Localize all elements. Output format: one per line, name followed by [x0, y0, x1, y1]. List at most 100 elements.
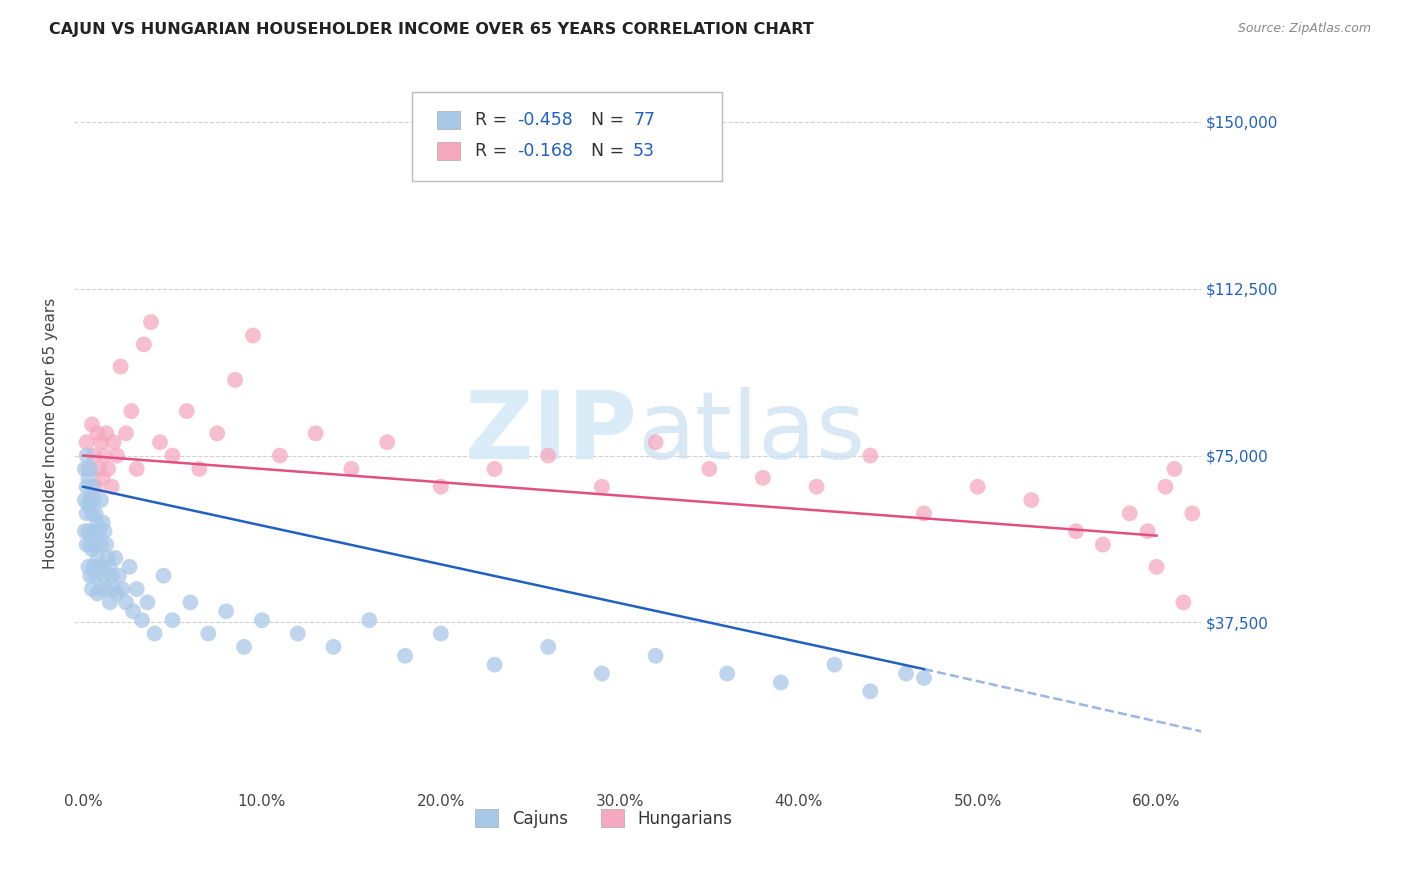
Point [752, 471, 775, 485]
Point [91, 516, 114, 530]
Point [697, 462, 720, 476]
Point [86, 550, 108, 565]
Point [97, 462, 120, 476]
Point [537, 449, 560, 463]
Point [1118, 507, 1140, 521]
Point [80, 417, 103, 432]
Point [859, 684, 882, 698]
Point [644, 648, 666, 663]
Point [105, 449, 128, 463]
Point [93, 449, 115, 463]
Point [79, 537, 101, 551]
Point [136, 595, 159, 609]
Point [912, 671, 935, 685]
Point [1136, 524, 1159, 539]
Point [90, 537, 112, 551]
Point [77, 462, 100, 476]
Point [824, 657, 846, 672]
Point [1163, 462, 1185, 476]
Point [89, 524, 111, 539]
Point [77, 471, 100, 485]
Point [340, 462, 363, 476]
Point [149, 435, 172, 450]
Point [359, 613, 381, 627]
Point [96, 582, 118, 596]
Point [98, 595, 121, 609]
Point [73, 493, 96, 508]
Point [152, 568, 174, 582]
Point [84, 480, 107, 494]
Point [120, 404, 142, 418]
Point [103, 582, 125, 596]
Text: R =: R = [475, 112, 513, 129]
Text: N =: N = [592, 112, 630, 129]
Point [644, 435, 666, 450]
Point [1154, 480, 1177, 494]
Point [80, 507, 103, 521]
Point [197, 626, 219, 640]
Point [104, 550, 127, 565]
Point [84, 568, 107, 582]
Point [105, 586, 128, 600]
Point [86, 426, 108, 441]
Point [76, 537, 98, 551]
Point [79, 493, 101, 508]
Point [73, 462, 96, 476]
Point [162, 449, 184, 463]
Text: -0.168: -0.168 [517, 142, 574, 160]
FancyBboxPatch shape [437, 111, 460, 129]
Point [716, 666, 738, 681]
Point [96, 426, 118, 441]
Point [250, 613, 273, 627]
Point [132, 337, 155, 351]
Point [242, 328, 264, 343]
Point [1021, 493, 1043, 508]
Point [269, 449, 291, 463]
Point [430, 480, 453, 494]
Text: N =: N = [592, 142, 630, 160]
Point [90, 582, 112, 596]
Point [77, 524, 100, 539]
Text: Source: ZipAtlas.com: Source: ZipAtlas.com [1237, 22, 1371, 36]
Point [73, 524, 96, 539]
Point [215, 604, 238, 618]
Point [207, 426, 229, 441]
Point [97, 550, 120, 565]
Point [80, 541, 103, 556]
Point [77, 559, 100, 574]
Point [537, 640, 560, 654]
Point [125, 582, 148, 596]
Point [176, 404, 198, 418]
Point [806, 480, 828, 494]
Point [86, 516, 108, 530]
Point [375, 435, 398, 450]
FancyBboxPatch shape [437, 142, 460, 160]
Point [84, 507, 107, 521]
Text: 77: 77 [633, 112, 655, 129]
Point [83, 449, 105, 463]
Point [1091, 537, 1114, 551]
Point [76, 480, 98, 494]
Point [80, 582, 103, 596]
Text: 53: 53 [633, 142, 655, 160]
Point [86, 586, 108, 600]
Point [769, 675, 792, 690]
Point [233, 640, 256, 654]
Point [1181, 507, 1204, 521]
Point [894, 666, 917, 681]
Legend: Cajuns, Hungarians: Cajuns, Hungarians [468, 803, 740, 834]
Point [89, 462, 111, 476]
Point [83, 493, 105, 508]
Point [100, 480, 122, 494]
Text: atlas: atlas [638, 387, 866, 479]
Point [430, 626, 453, 640]
Point [76, 435, 98, 450]
Point [966, 480, 988, 494]
Point [76, 449, 98, 463]
Point [115, 426, 138, 441]
Point [1173, 595, 1195, 609]
Point [1064, 524, 1087, 539]
Point [83, 524, 105, 539]
Point [179, 595, 201, 609]
Point [100, 568, 122, 582]
